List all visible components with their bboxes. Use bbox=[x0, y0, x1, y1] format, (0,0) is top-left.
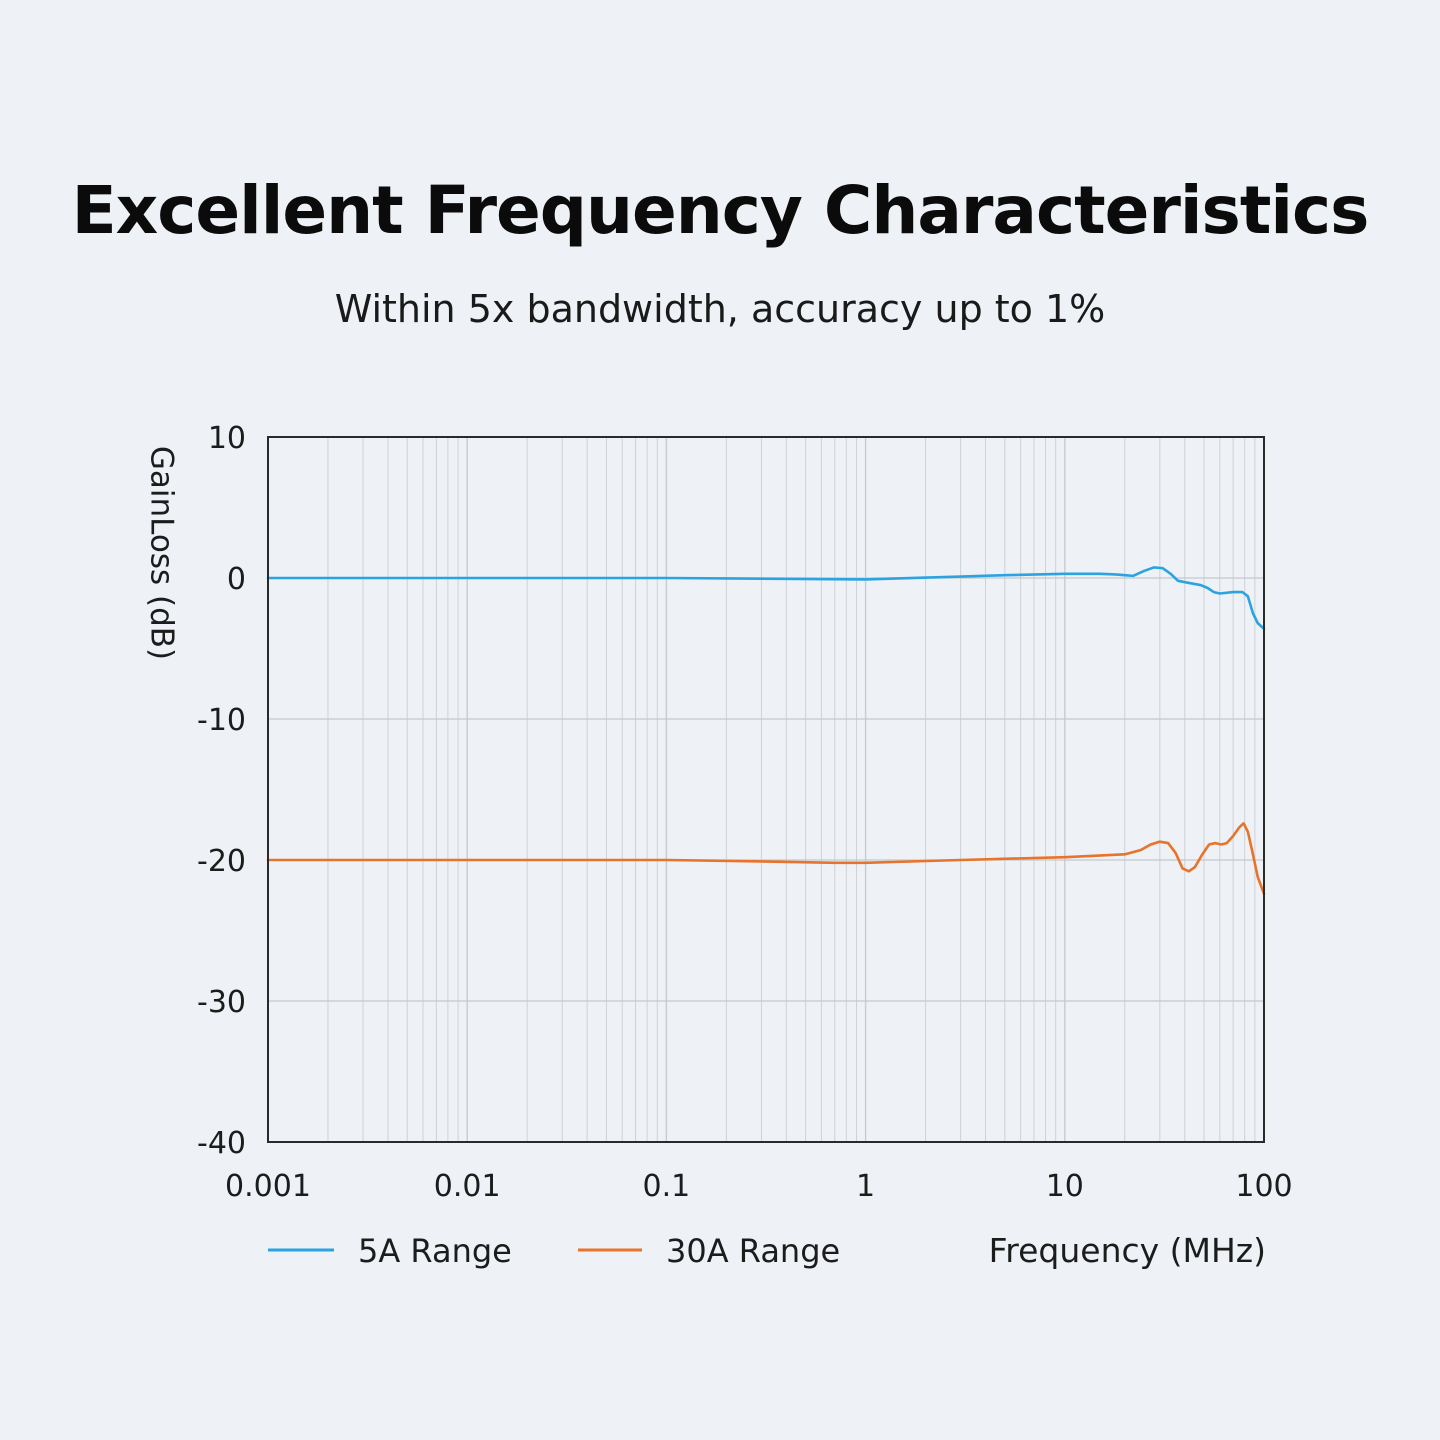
plot-area-frame bbox=[267, 436, 1265, 1143]
x-tick-label: 1 bbox=[856, 1169, 875, 1204]
x-tick-label: 100 bbox=[1235, 1169, 1292, 1204]
y-tick-label: -20 bbox=[197, 844, 246, 879]
y-axis-label: GainLoss (dB) bbox=[144, 446, 180, 660]
y-tick-label: -10 bbox=[197, 703, 246, 738]
x-tick-label: 10 bbox=[1046, 1169, 1084, 1204]
x-tick-label: 0.1 bbox=[643, 1169, 691, 1204]
x-axis-label: Frequency (MHz) bbox=[989, 1231, 1266, 1270]
series-lines bbox=[266, 566, 1266, 896]
chart-title: Excellent Frequency Characteristics bbox=[71, 172, 1370, 249]
y-tick-labels: 10 0 -10 -20 -30 -40 bbox=[197, 421, 246, 1161]
series-line-30a bbox=[266, 822, 1266, 896]
chart-subtitle: Within 5x bandwidth, accuracy up to 1% bbox=[334, 287, 1106, 331]
legend-label-30a: 30A Range bbox=[666, 1232, 840, 1270]
y-tick-label: -30 bbox=[197, 985, 246, 1020]
x-tick-label: 0.01 bbox=[434, 1169, 501, 1204]
y-tick-label: -40 bbox=[197, 1126, 246, 1161]
series-line-5a bbox=[266, 566, 1266, 631]
y-tick-label: 10 bbox=[208, 421, 246, 456]
legend: 5A Range 30A Range bbox=[268, 1232, 840, 1270]
y-tick-label: 0 bbox=[227, 562, 246, 597]
legend-label-5a: 5A Range bbox=[358, 1232, 512, 1270]
grid bbox=[267, 436, 1264, 1143]
x-tick-label: 0.001 bbox=[225, 1169, 311, 1204]
x-tick-labels: 0.001 0.01 0.1 1 10 100 bbox=[225, 1169, 1293, 1204]
